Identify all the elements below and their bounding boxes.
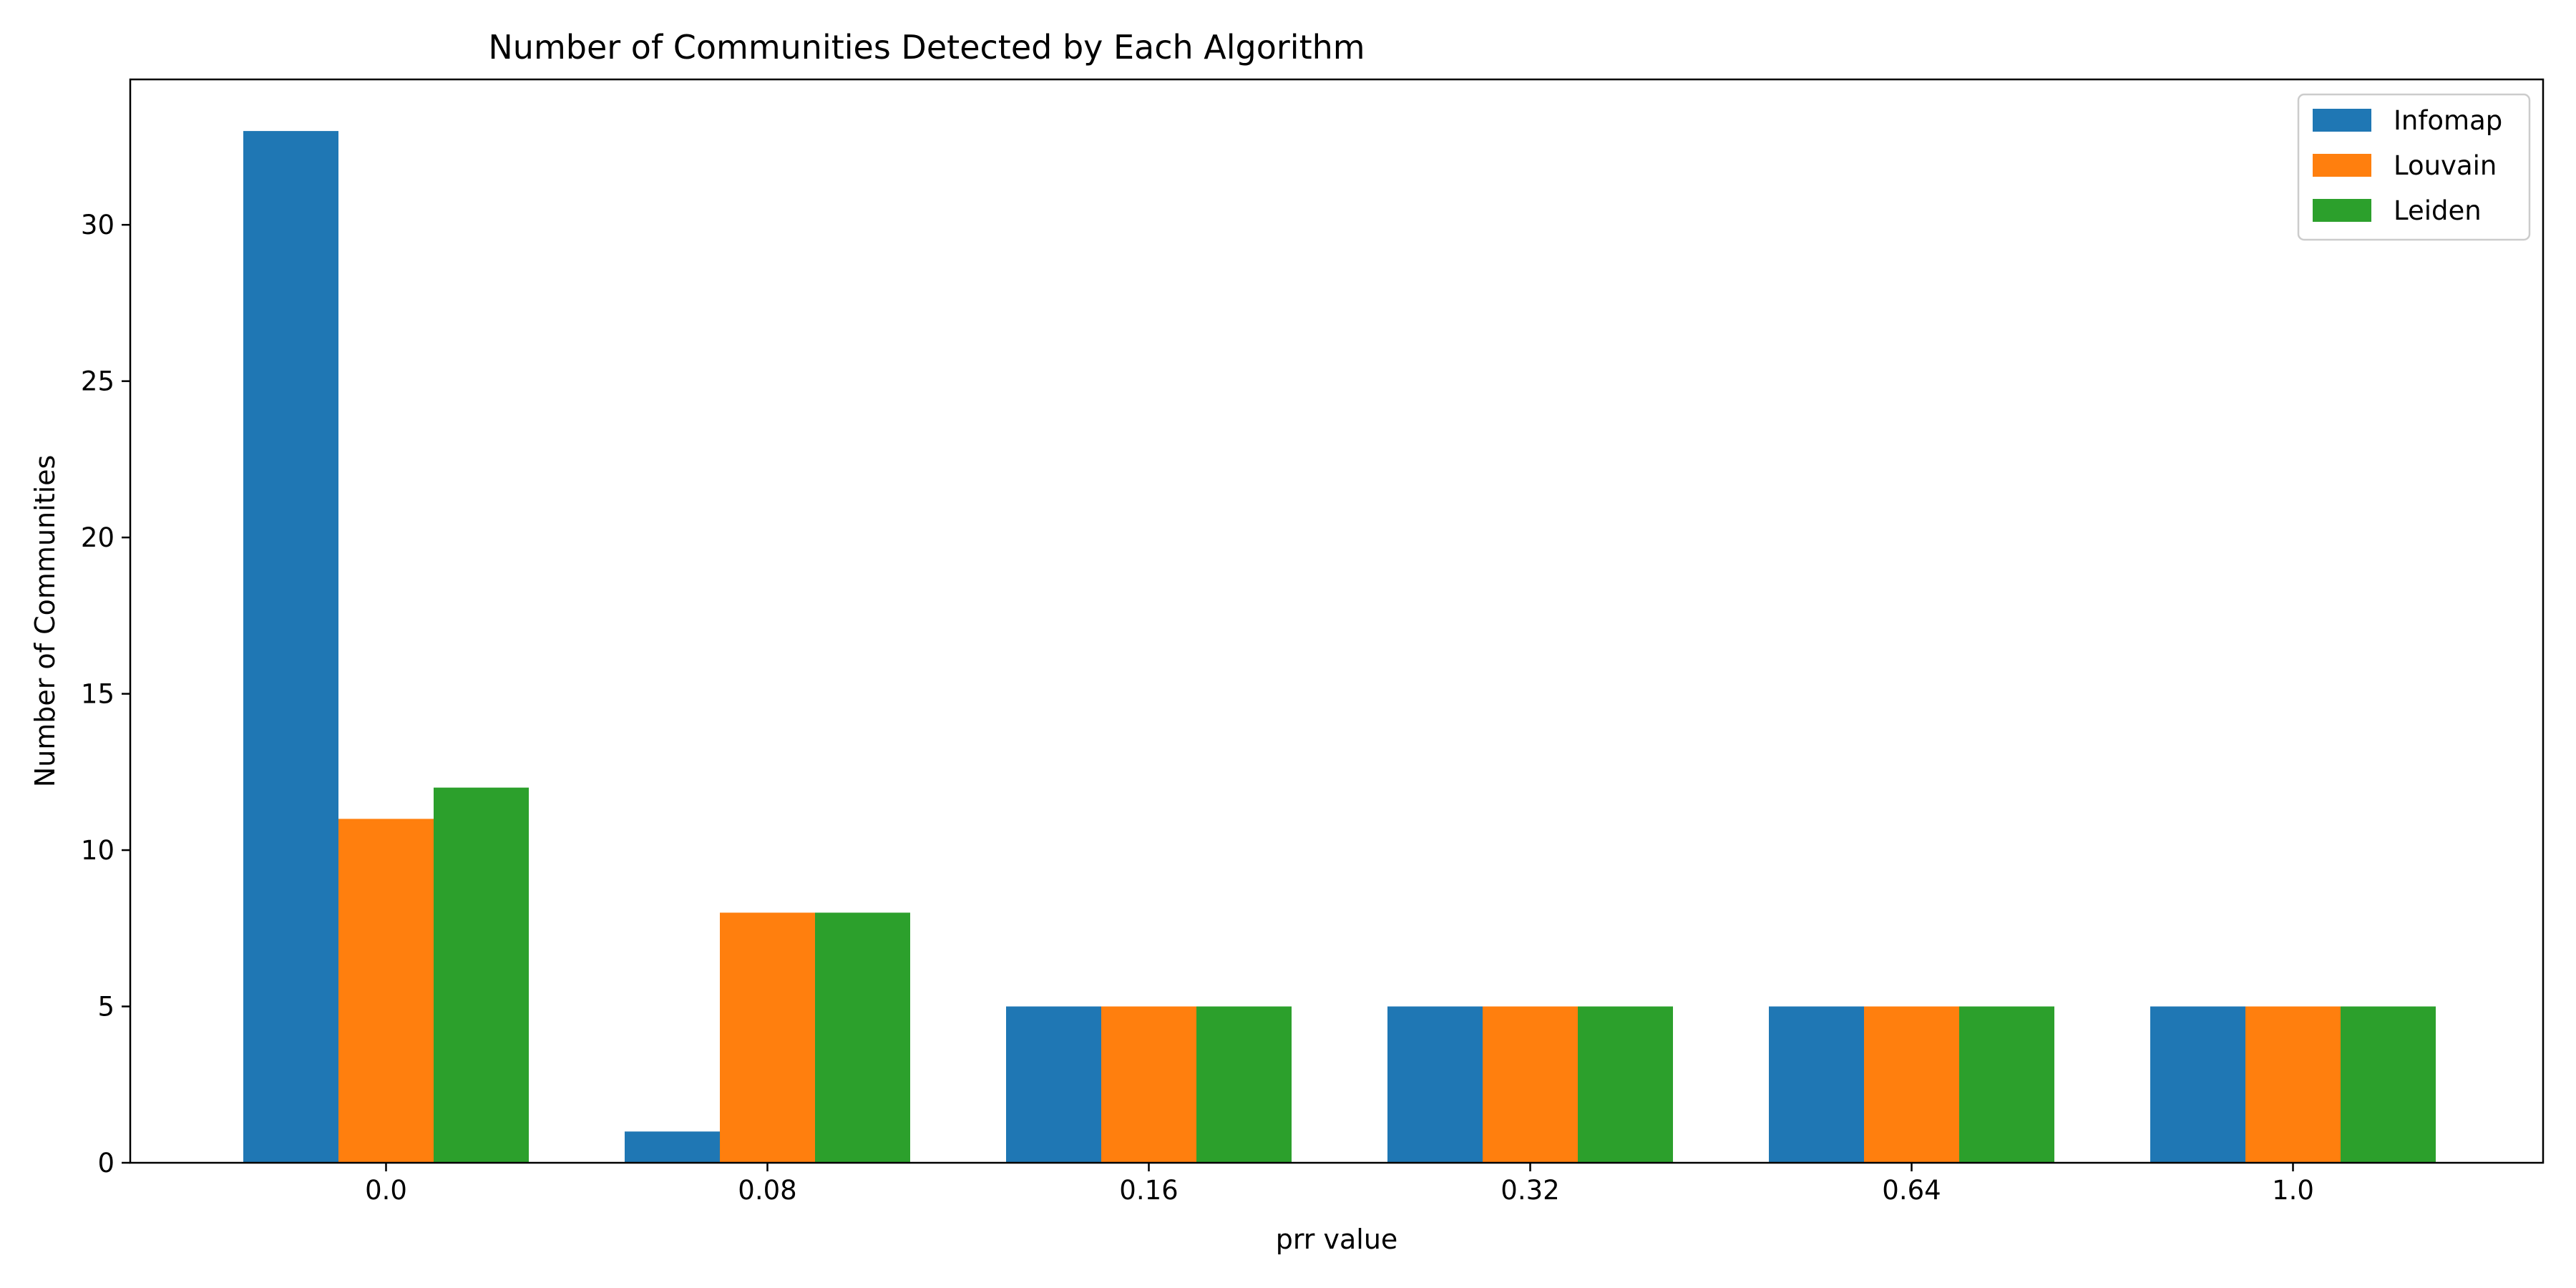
bar-infomap-0_64 bbox=[1769, 1006, 1864, 1163]
bars-layer bbox=[243, 131, 2436, 1163]
bar-louvain-0_32 bbox=[1483, 1006, 1578, 1163]
x-tick-label-0_64: 0.64 bbox=[1882, 1175, 1941, 1206]
y-tick-label-20: 20 bbox=[81, 522, 114, 553]
y-tick-label-5: 5 bbox=[97, 992, 114, 1023]
bar-infomap-1_0 bbox=[2150, 1006, 2245, 1163]
y-axis-label: Number of Communities bbox=[29, 455, 61, 788]
bar-louvain-0_0 bbox=[338, 819, 434, 1163]
bar-infomap-0_08 bbox=[625, 1131, 720, 1163]
legend-label-leiden: Leiden bbox=[2394, 195, 2482, 226]
x-axis: 0.0 0.08 0.16 0.32 0.64 1.0 bbox=[365, 1163, 2314, 1206]
bar-leiden-1_0 bbox=[2341, 1006, 2436, 1163]
y-tick-label-15: 15 bbox=[81, 679, 114, 710]
bar-infomap-0_16 bbox=[1006, 1006, 1101, 1163]
y-tick-label-10: 10 bbox=[81, 835, 114, 866]
legend-label-louvain: Louvain bbox=[2394, 150, 2497, 181]
legend-swatch-infomap bbox=[2313, 109, 2371, 132]
x-tick-label-0_16: 0.16 bbox=[1119, 1175, 1178, 1206]
x-tick-label-0_08: 0.08 bbox=[738, 1175, 796, 1206]
bar-louvain-0_08 bbox=[720, 912, 815, 1163]
bar-louvain-0_16 bbox=[1101, 1006, 1196, 1163]
bar-infomap-0_32 bbox=[1387, 1006, 1483, 1163]
x-axis-label: prr value bbox=[1276, 1224, 1398, 1255]
y-tick-label-25: 25 bbox=[81, 366, 114, 397]
bar-louvain-1_0 bbox=[2245, 1006, 2341, 1163]
legend-swatch-leiden bbox=[2313, 199, 2371, 222]
plot-frame bbox=[129, 78, 2545, 1164]
y-axis: 0 5 10 15 20 25 30 bbox=[81, 210, 130, 1179]
bar-leiden-0_32 bbox=[1578, 1006, 1673, 1163]
x-tick-label-0_0: 0.0 bbox=[365, 1175, 407, 1206]
bar-leiden-0_08 bbox=[815, 912, 910, 1163]
chart-title: Number of Communities Detected by Each A… bbox=[488, 28, 1365, 67]
y-tick-label-0: 0 bbox=[97, 1148, 114, 1179]
x-tick-label-0_32: 0.32 bbox=[1501, 1175, 1559, 1206]
legend-label-infomap: Infomap bbox=[2394, 105, 2502, 136]
y-tick-label-30: 30 bbox=[81, 210, 114, 240]
bar-leiden-0_0 bbox=[434, 787, 529, 1163]
bar-leiden-0_64 bbox=[1959, 1006, 2054, 1163]
bar-louvain-0_64 bbox=[1864, 1006, 1959, 1163]
bar-leiden-0_16 bbox=[1196, 1006, 1292, 1163]
legend-swatch-louvain bbox=[2313, 154, 2371, 177]
x-tick-label-1_0: 1.0 bbox=[2272, 1175, 2314, 1206]
bar-infomap-0_0 bbox=[243, 131, 338, 1163]
legend: Infomap Louvain Leiden bbox=[2297, 93, 2531, 241]
